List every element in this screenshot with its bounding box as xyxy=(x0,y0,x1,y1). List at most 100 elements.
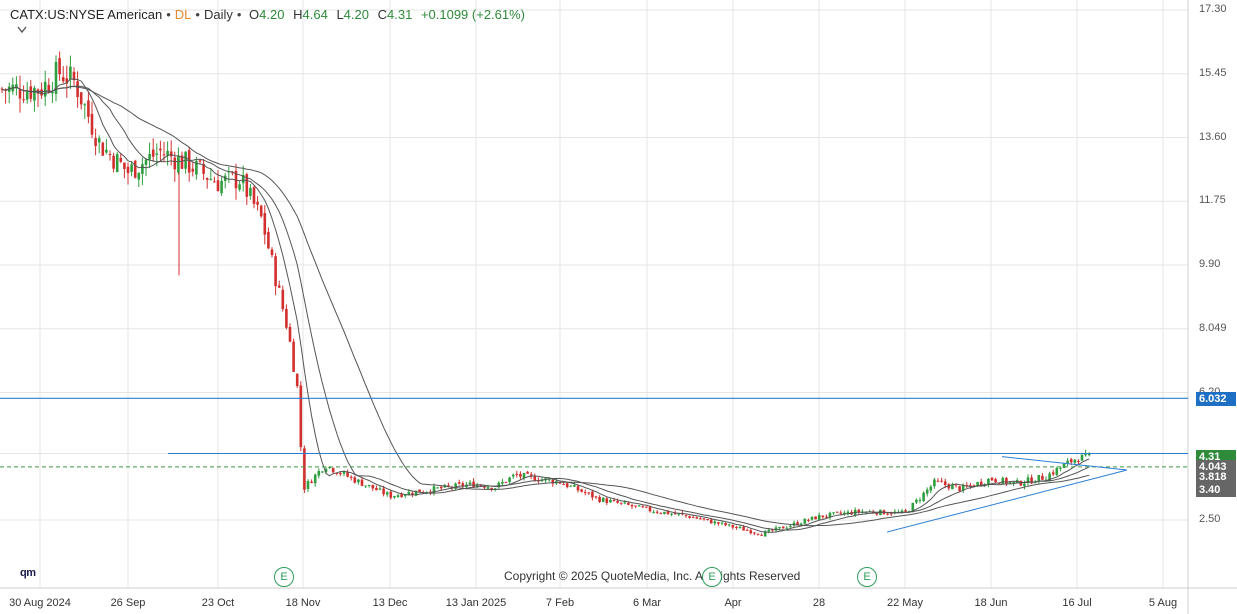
separator-dot: • xyxy=(195,7,200,22)
candle-body xyxy=(1041,475,1044,480)
candle-body xyxy=(562,484,565,486)
y-tick-label: 17.30 xyxy=(1199,3,1227,15)
candle-body xyxy=(504,481,508,483)
candle-body xyxy=(130,164,133,172)
high-key: H xyxy=(293,7,303,22)
candle-body xyxy=(209,178,213,180)
candle-body xyxy=(180,155,184,169)
candle-body xyxy=(781,526,785,529)
candle-body xyxy=(475,484,479,488)
candle-body xyxy=(501,481,504,484)
candle-body xyxy=(598,496,601,502)
x-tick-label: 16 Jul xyxy=(1062,597,1092,609)
candle-body xyxy=(267,231,270,249)
candle-body xyxy=(436,487,439,489)
candle-body xyxy=(328,466,331,468)
candle-body xyxy=(83,104,87,106)
candle-body xyxy=(976,482,979,487)
candle-body xyxy=(670,513,673,515)
candle-body xyxy=(1062,463,1066,468)
x-tick-label: 7 Feb xyxy=(545,597,575,609)
candle-body xyxy=(756,533,760,535)
candle-body xyxy=(411,492,414,495)
candle-body xyxy=(144,159,148,165)
candle-body xyxy=(915,499,918,503)
candle-body xyxy=(231,172,234,174)
candle-body xyxy=(155,153,159,155)
candle-body xyxy=(195,160,198,175)
candle-body xyxy=(709,519,713,524)
x-tick-label: Apr xyxy=(724,597,742,609)
y-tick-label: 13.60 xyxy=(1199,130,1227,143)
candle-body xyxy=(961,485,965,491)
candle-body xyxy=(22,99,25,101)
candle-body xyxy=(375,487,378,491)
candle-body xyxy=(904,510,907,512)
candle-body xyxy=(843,512,846,515)
candle-body xyxy=(511,474,515,477)
candle-body xyxy=(583,492,587,494)
candle-body xyxy=(18,89,22,99)
candle-body xyxy=(198,160,202,162)
candle-body xyxy=(717,522,720,524)
candle-body xyxy=(133,160,137,178)
candle-body xyxy=(90,113,94,135)
candle-body xyxy=(655,511,659,513)
candle-body xyxy=(738,527,742,529)
ma-long-line xyxy=(1,85,1090,527)
candle-body xyxy=(331,468,335,473)
candle-body xyxy=(814,516,817,520)
candle-body xyxy=(659,513,663,515)
candle-body xyxy=(929,486,933,491)
candle-body xyxy=(807,519,810,521)
price-label: 3.40 xyxy=(1196,483,1236,497)
candle-body xyxy=(731,525,735,528)
candle-body xyxy=(126,166,130,174)
candle-body xyxy=(846,511,850,514)
candle-body xyxy=(702,518,706,520)
earnings-marker-icon[interactable]: E xyxy=(702,567,722,587)
earnings-marker-icon[interactable]: E xyxy=(857,567,877,587)
candle-body xyxy=(324,468,328,473)
candle-body xyxy=(627,502,630,505)
candle-body xyxy=(637,505,641,507)
candle-body xyxy=(187,150,191,173)
candle-body xyxy=(115,154,119,173)
candle-body xyxy=(1055,468,1059,475)
candle-body xyxy=(396,495,400,498)
candle-body xyxy=(346,472,349,477)
candle-body xyxy=(925,489,929,494)
close-value: 4.31 xyxy=(387,7,413,22)
candle-body xyxy=(673,512,677,515)
candle-body xyxy=(213,181,216,183)
candle-body xyxy=(357,479,360,483)
candle-body xyxy=(508,477,511,482)
x-tick-label: 22 May xyxy=(886,597,924,609)
quotemedia-logo: qm xyxy=(20,567,36,579)
earnings-marker-icon[interactable]: E xyxy=(274,567,294,587)
candle-body xyxy=(1073,459,1077,463)
candle-body xyxy=(706,519,709,521)
candle-body xyxy=(601,497,605,502)
candle-body xyxy=(724,522,727,526)
candle-body xyxy=(1033,482,1037,484)
candle-body xyxy=(727,524,731,526)
candle-body xyxy=(364,485,367,487)
y-tick-label: 9.90 xyxy=(1199,258,1221,270)
interval-label[interactable]: Daily xyxy=(203,7,233,22)
candle-body xyxy=(61,77,65,82)
candle-body xyxy=(25,91,29,100)
dl-label[interactable]: DL xyxy=(174,7,192,22)
candle-body xyxy=(371,484,375,489)
candle-body xyxy=(785,527,789,529)
candle-body xyxy=(911,502,915,512)
chart-header: CATX:US:NYSE American • DL • Daily • O4.20 H4… xyxy=(10,7,530,22)
candle-body xyxy=(958,486,961,491)
candle-body xyxy=(663,511,666,514)
candle-body xyxy=(940,480,943,482)
candle-body xyxy=(220,180,223,194)
candle-body xyxy=(1080,454,1084,461)
candle-body xyxy=(1012,482,1015,484)
candle-body xyxy=(558,482,562,484)
